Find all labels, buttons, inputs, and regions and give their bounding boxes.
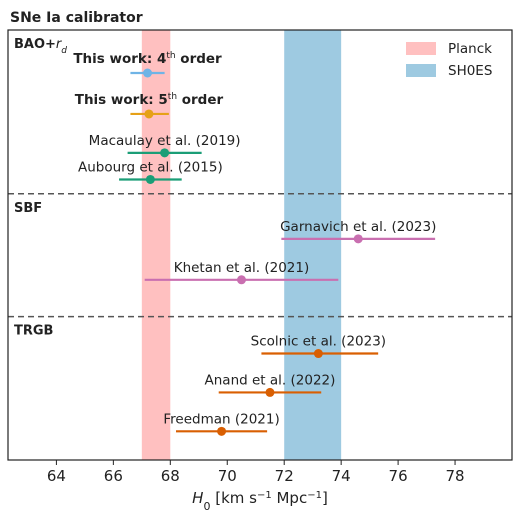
data-point-freedman-2021: Freedman (2021)	[163, 411, 280, 436]
marker	[353, 234, 363, 244]
point-label: This work: 5th order	[75, 92, 224, 108]
marker	[160, 148, 170, 158]
data-point-scolnic-et-al-2023: Scolnic et al. (2023)	[251, 334, 386, 359]
marker	[265, 387, 275, 397]
group-label-trgb: TRGB	[14, 324, 53, 339]
point-label: Khetan et al. (2021)	[174, 260, 310, 276]
x-axis-label: H0 [km s−1 Mpc−1]	[192, 489, 328, 513]
point-label: Anand et al. (2022)	[205, 372, 336, 388]
data-point-khetan-et-al-2021: Khetan et al. (2021)	[144, 260, 339, 285]
point-label: Macaulay et al. (2019)	[89, 133, 241, 149]
x-tick-label: 66	[104, 467, 123, 485]
point-label: This work: 4th order	[73, 51, 222, 67]
x-tick-label: 68	[161, 467, 180, 485]
x-axis-ticks: 64 66 68 70 72 74 76 78	[47, 460, 465, 485]
group-separators	[8, 193, 512, 318]
legend-label-sh0es: SH0ES	[448, 63, 492, 79]
group-label-sbf: SBF	[14, 201, 42, 216]
data-point-garnavich-et-al-2023: Garnavich et al. (2023)	[280, 219, 436, 244]
marker	[143, 68, 153, 78]
x-tick-label: 76	[389, 467, 408, 485]
bands-layer	[141, 30, 342, 460]
legend-swatch-planck	[406, 42, 436, 55]
data-point-this-work-4th-order: This work: 4th order	[73, 51, 222, 78]
marker	[145, 174, 155, 184]
data-point-aubourg-et-al-2015: Aubourg et al. (2015)	[78, 159, 223, 184]
band-planck	[141, 30, 171, 460]
legend-swatch-sh0es	[406, 64, 436, 77]
marker	[144, 109, 154, 119]
legend-label-planck: Planck	[448, 41, 492, 57]
plot-frame	[7, 29, 513, 461]
data-point-macaulay-et-al-2019: Macaulay et al. (2019)	[89, 133, 241, 158]
legend: Planck SH0ES	[406, 41, 492, 79]
point-label: Freedman (2021)	[163, 411, 279, 427]
data-point-this-work-5th-order: This work: 5th order	[75, 92, 224, 119]
point-label: Garnavich et al. (2023)	[280, 219, 436, 235]
chart-title: SNe Ia calibrator	[10, 10, 143, 26]
marker	[313, 349, 323, 359]
group-label-bao-r-d: BAO+rd	[14, 37, 67, 56]
data-point-anand-et-al-2022: Anand et al. (2022)	[205, 372, 336, 397]
x-tick-label: 74	[332, 467, 351, 485]
x-tick-label: 64	[47, 467, 66, 485]
point-label: Aubourg et al. (2015)	[78, 159, 223, 175]
x-tick-label: 70	[218, 467, 237, 485]
marker	[236, 275, 246, 285]
band-sh0es	[284, 30, 342, 460]
marker	[217, 426, 227, 436]
point-label: Scolnic et al. (2023)	[251, 334, 386, 350]
x-tick-label: 78	[446, 467, 465, 485]
group-labels: BAO+rd SBF TRGB	[14, 37, 67, 339]
x-tick-label: 72	[275, 467, 294, 485]
points-layer: This work: 4th order This work: 5th order…	[73, 51, 436, 436]
